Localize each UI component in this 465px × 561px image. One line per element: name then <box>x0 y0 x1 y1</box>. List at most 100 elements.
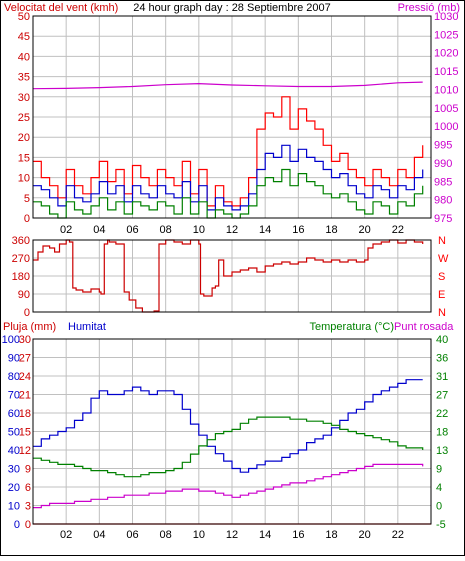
x-tick-label: 16 <box>292 224 304 236</box>
temp-humidity-panel: Pluja (mm) Humitat Temperatura (°C) Punt… <box>2 321 455 541</box>
wind-line-blue <box>33 144 424 211</box>
rain-y-tick-label: 6 <box>25 482 31 494</box>
dew-point-line <box>33 463 424 509</box>
x-tick-label: 04 <box>93 529 105 541</box>
compass-label: W <box>438 253 449 265</box>
rain-y-tick-label: 15 <box>19 427 31 439</box>
rain-y-tick-label: 3 <box>25 501 31 513</box>
rain-y-tick-label: 24 <box>19 371 31 383</box>
humidity-y-tick-label: 30 <box>8 464 20 476</box>
wind-y-tick-label: 30 <box>18 92 30 104</box>
temp-plot-frame <box>32 338 432 525</box>
pressure-line <box>32 81 423 90</box>
direction-plot-frame <box>32 239 432 313</box>
temperature-y-tick-label: 13 <box>436 445 448 457</box>
compass-label: S <box>438 271 445 283</box>
humidity-y-tick-label: 40 <box>8 445 20 457</box>
rain-y-tick-label: 21 <box>19 390 31 402</box>
humidity-y-tick-label: 90 <box>8 353 20 365</box>
pressure-y-tick-label: 1005 <box>434 103 458 115</box>
x-tick-label: 14 <box>259 529 271 541</box>
direction-y-tick-label: 360 <box>12 235 30 247</box>
x-tick-label: 04 <box>93 224 105 236</box>
direction-y-ticks: 0 90 180 270 360 <box>12 235 30 319</box>
humidity-y-tick-label: 50 <box>8 427 20 439</box>
pressure-y-tick-label: 1030 <box>434 11 458 23</box>
chart-title: 24 hour graph day : 28 Septiembre 2007 <box>133 2 331 14</box>
wind-y-tick-label: 45 <box>18 31 30 43</box>
pressure-axis-title: Pressió (mb) <box>398 2 460 14</box>
direction-y-tick-label: 270 <box>12 253 30 265</box>
pressure-y-tick-label: 995 <box>434 140 452 152</box>
pressure-y-tick-label: 1025 <box>434 29 458 41</box>
humidity-y-tick-label: 0 <box>14 519 20 531</box>
x-tick-label: 20 <box>359 224 371 236</box>
wind-y-tick-label: 10 <box>18 173 30 185</box>
wind-direction-line <box>33 239 424 313</box>
humidity-y-tick-label: 70 <box>8 390 20 402</box>
temperature-y-tick-label: -5 <box>436 519 446 531</box>
x-tick-label: 20 <box>359 529 371 541</box>
wind-series <box>32 81 424 219</box>
rain-y-tick-label: 30 <box>19 334 31 346</box>
x-tick-label: 06 <box>126 529 138 541</box>
compass-label: N <box>438 307 446 319</box>
x-tick-label: 02 <box>60 529 72 541</box>
x-tick-label: 12 <box>226 224 238 236</box>
temperature-line <box>33 416 424 478</box>
wind-y-tick-label: 15 <box>18 152 30 164</box>
wind-y-tick-label: 20 <box>18 132 30 144</box>
wind-x-ticks: 02 04 06 08 10 12 14 16 18 20 22 <box>60 224 404 236</box>
humidity-y-tick-label: 80 <box>8 371 20 383</box>
pressure-y-tick-label: 985 <box>434 176 452 188</box>
pressure-y-tick-label: 1015 <box>434 66 458 78</box>
temp-x-ticks: 02 04 06 08 10 12 14 16 18 20 22 <box>60 529 404 541</box>
humidity-axis-title: Humitat <box>68 321 106 333</box>
compass-label: E <box>438 289 445 301</box>
wind-y-tick-label: 25 <box>18 112 30 124</box>
rain-y-tick-label: 9 <box>25 464 31 476</box>
direction-y-tick-label: 90 <box>18 289 30 301</box>
temperature-y-tick-label: 18 <box>436 427 448 439</box>
temperature-y-tick-label: 0 <box>436 501 442 513</box>
wind-plot-frame <box>32 15 432 219</box>
pressure-y-tick-label: 975 <box>434 213 452 225</box>
direction-y-tick-label: 0 <box>24 307 30 319</box>
x-tick-label: 10 <box>193 224 205 236</box>
rain-y-tick-label: 0 <box>25 519 31 531</box>
direction-series <box>33 239 424 313</box>
temperature-y-tick-label: 4 <box>436 482 442 494</box>
dew-point-axis-title: Punt rosada <box>394 321 454 333</box>
wind-y-ticks: 0 5 10 15 20 25 30 35 40 45 50 <box>18 11 30 225</box>
x-tick-label: 08 <box>160 224 172 236</box>
x-tick-label: 22 <box>392 224 404 236</box>
wind-y-tick-label: 35 <box>18 72 30 84</box>
direction-y-tick-label: 180 <box>12 271 30 283</box>
temperature-axis-title: Temperatura (°C) <box>310 321 394 333</box>
x-tick-label: 16 <box>292 529 304 541</box>
temperature-y-tick-label: 40 <box>436 334 448 346</box>
temperature-y-tick-label: 36 <box>436 353 448 365</box>
x-tick-label: 18 <box>325 224 337 236</box>
x-tick-label: 02 <box>60 224 72 236</box>
humidity-y-tick-label: 10 <box>8 501 20 513</box>
wind-speed-axis-title: Velocitat del vent (kmh) <box>4 2 118 14</box>
temperature-y-tick-label: 9 <box>436 464 442 476</box>
temperature-y-tick-label: 22 <box>436 408 448 420</box>
wind-line-red <box>33 96 424 207</box>
temperature-y-tick-label: 27 <box>436 390 448 402</box>
wind-y-tick-label: 50 <box>18 11 30 23</box>
x-tick-label: 10 <box>193 529 205 541</box>
wind-y-tick-label: 40 <box>18 51 30 63</box>
x-tick-label: 08 <box>160 529 172 541</box>
rain-axis-title: Pluja (mm) <box>3 321 56 333</box>
pressure-y-tick-label: 1020 <box>434 48 458 60</box>
humidity-y-tick-label: 100 <box>2 334 20 346</box>
wind-y-tick-label: 5 <box>24 193 30 205</box>
temperature-y-ticks: -5 0 4 9 13 18 22 27 31 36 40 <box>436 334 448 531</box>
humidity-y-tick-label: 60 <box>8 408 20 420</box>
wind-pressure-panel: Velocitat del vent (kmh) 24 hour graph d… <box>4 2 460 236</box>
